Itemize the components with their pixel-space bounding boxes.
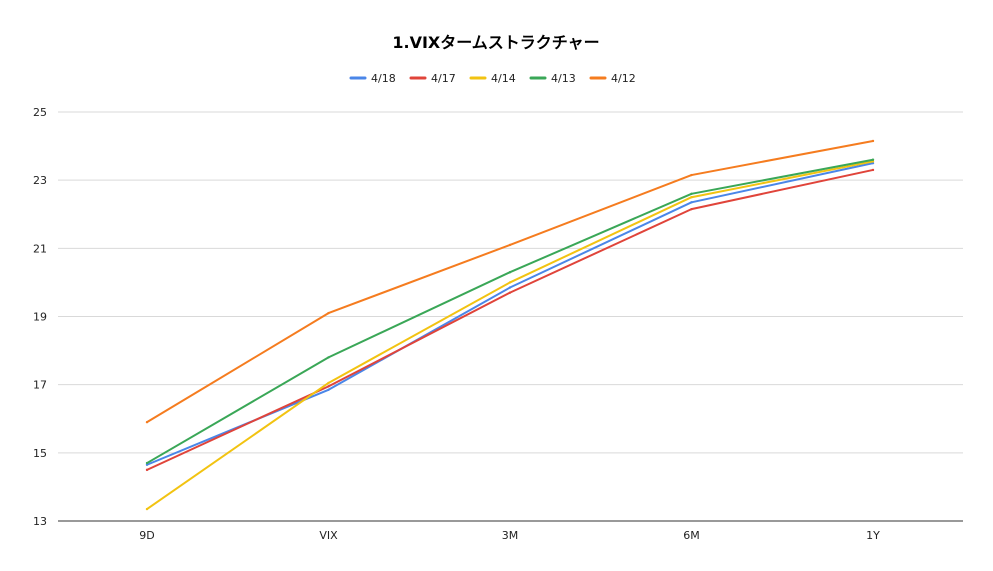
y-tick-label: 21: [33, 242, 47, 255]
legend-label: 4/14: [491, 72, 516, 85]
data-point: [145, 420, 149, 424]
data-point: [871, 168, 875, 172]
series-line: [146, 158, 874, 465]
data-point: [690, 196, 693, 199]
data-point: [327, 385, 330, 388]
legend-item: 4/17: [409, 72, 456, 85]
y-tick-label: 17: [33, 379, 47, 392]
data-point: [508, 286, 512, 289]
legend-label: 4/18: [371, 72, 396, 85]
legend-item: 4/13: [529, 72, 576, 85]
x-tick-label: 1Y: [866, 529, 880, 542]
data-point: [690, 173, 693, 177]
legend-item: 4/18: [349, 72, 396, 85]
legend-item: 4/12: [589, 72, 636, 85]
data-point: [508, 243, 512, 247]
data-point: [690, 192, 693, 195]
x-tick-label: 3M: [502, 529, 519, 542]
y-tick-label: 25: [33, 106, 47, 119]
series-4-14: [145, 160, 875, 511]
legend: 4/18 4/17 4/14 4/13 4/12: [349, 72, 636, 85]
data-point: [145, 468, 149, 472]
data-point: [690, 207, 693, 211]
y-tick-label: 19: [33, 311, 47, 324]
x-axis-ticks: 9D VIX 3M 6M 1Y: [139, 529, 880, 542]
legend-label: 4/17: [431, 72, 456, 85]
x-tick-label: 9D: [139, 529, 154, 542]
legend-label: 4/12: [611, 72, 636, 85]
data-point: [508, 291, 512, 294]
data-point: [508, 281, 512, 284]
data-point: [327, 388, 330, 391]
series-4-12: [145, 139, 875, 424]
series-line: [146, 168, 874, 471]
y-tick-label: 13: [33, 515, 47, 528]
y-tick-label: 15: [33, 447, 47, 460]
data-point: [145, 463, 149, 466]
series-4-17: [145, 168, 875, 472]
y-axis-ticks: 13 15 17 19 21 23 25: [33, 106, 47, 528]
chart-title: 1.VIXタームストラクチャー: [392, 33, 599, 52]
data-point: [145, 507, 149, 511]
data-point: [871, 139, 875, 143]
series-line: [146, 160, 874, 511]
data-point: [327, 311, 330, 315]
legend-label: 4/13: [551, 72, 576, 85]
x-tick-label: 6M: [683, 529, 700, 542]
data-point: [327, 381, 330, 385]
data-point: [508, 270, 512, 274]
data-point: [145, 461, 149, 465]
data-point: [871, 158, 875, 161]
legend-item: 4/14: [469, 72, 516, 85]
y-tick-label: 23: [33, 174, 47, 187]
data-point: [327, 356, 330, 359]
x-tick-label: VIX: [319, 529, 338, 542]
series-4-13: [145, 158, 875, 465]
series: [145, 139, 875, 511]
data-point: [690, 201, 693, 204]
